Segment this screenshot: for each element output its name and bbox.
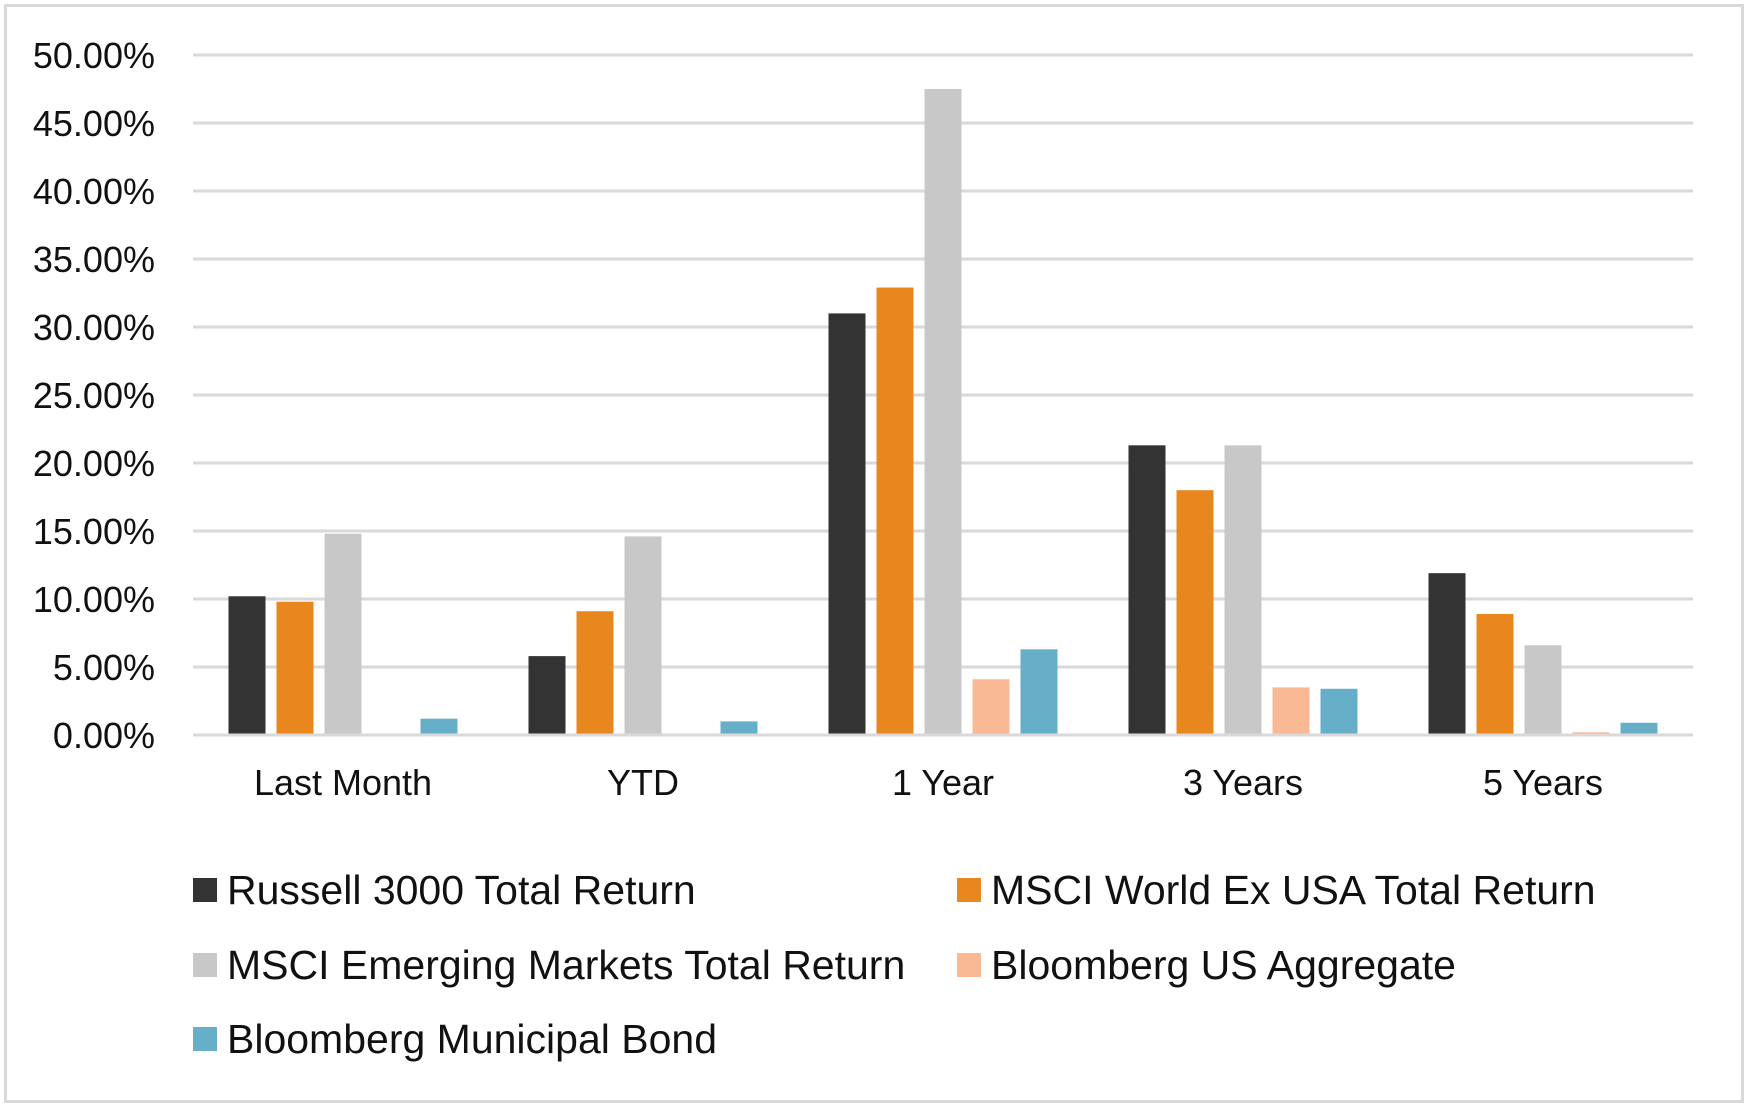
bar [1620, 722, 1658, 735]
legend-swatch [957, 953, 981, 977]
x-tick-label: Last Month [254, 762, 432, 803]
legend-swatch [957, 878, 981, 902]
legend-label: MSCI Emerging Markets Total Return [227, 942, 905, 988]
bar [276, 601, 314, 735]
legend-swatch [193, 878, 217, 902]
legend-label: Russell 3000 Total Return [227, 867, 696, 913]
y-tick-label: 20.00% [33, 443, 155, 484]
x-tick-label: 3 Years [1183, 762, 1303, 803]
y-tick-label: 25.00% [33, 375, 155, 416]
legend-item: MSCI Emerging Markets Total Return [193, 942, 905, 988]
bar [324, 533, 362, 735]
bar [1476, 613, 1514, 735]
bar [1428, 573, 1466, 735]
bar [924, 89, 962, 735]
legend-swatch [193, 953, 217, 977]
bars [228, 89, 1658, 735]
legend-label: Bloomberg Municipal Bond [227, 1016, 717, 1062]
x-tick-label: 1 Year [892, 762, 994, 803]
y-tick-label: 35.00% [33, 239, 155, 280]
y-tick-label: 45.00% [33, 103, 155, 144]
bar [420, 718, 458, 735]
bar [1320, 688, 1358, 735]
legend-item: Russell 3000 Total Return [193, 867, 696, 913]
bar [828, 313, 866, 735]
legend-item: Bloomberg US Aggregate [957, 942, 1456, 988]
y-tick-label: 10.00% [33, 579, 155, 620]
legend-swatch [193, 1027, 217, 1051]
y-tick-label: 5.00% [53, 647, 155, 688]
legend-item: MSCI World Ex USA Total Return [957, 867, 1596, 913]
bar [1128, 445, 1166, 735]
y-tick-label: 0.00% [53, 715, 155, 756]
chart-frame [4, 4, 1744, 1103]
y-tick-label: 30.00% [33, 307, 155, 348]
bar [876, 287, 914, 735]
bar [528, 656, 566, 735]
y-tick-label: 15.00% [33, 511, 155, 552]
y-axis-tick-labels: 0.00% 5.00% 10.00% 15.00% 20.00% 25.00% 30.00%… [33, 35, 155, 756]
y-tick-label: 50.00% [33, 35, 155, 76]
bar [624, 536, 662, 735]
bar [1224, 445, 1262, 735]
bar [1524, 645, 1562, 735]
y-tick-label: 40.00% [33, 171, 155, 212]
x-axis-category-labels: Last Month YTD 1 Year 3 Years 5 Years [254, 762, 1603, 803]
legend: Russell 3000 Total Return MSCI World Ex U… [193, 867, 1596, 1062]
bar [1176, 490, 1214, 735]
bar [972, 679, 1010, 735]
bar [1272, 687, 1310, 735]
bar [228, 596, 266, 735]
legend-item: Bloomberg Municipal Bond [193, 1016, 717, 1062]
legend-label: MSCI World Ex USA Total Return [991, 867, 1596, 913]
bar [576, 611, 614, 735]
bar [1020, 649, 1058, 735]
x-tick-label: 5 Years [1483, 762, 1603, 803]
bar [720, 721, 758, 735]
legend-label: Bloomberg US Aggregate [991, 942, 1456, 988]
x-tick-label: YTD [607, 762, 679, 803]
